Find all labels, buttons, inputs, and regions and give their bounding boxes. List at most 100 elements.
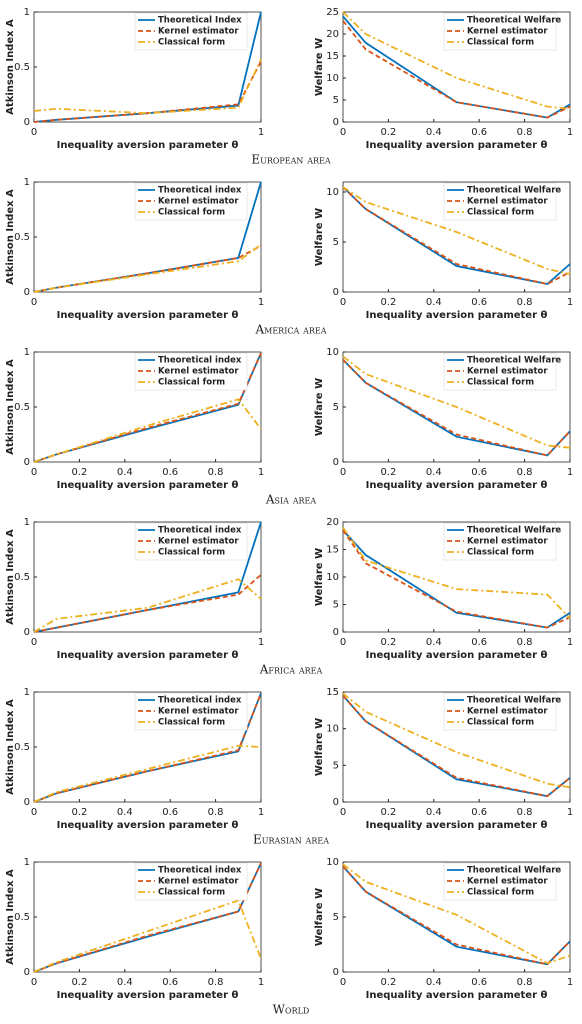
axes-box (342, 181, 571, 293)
x-tick-label: 1 (567, 297, 573, 308)
y-tick-label: 1 (24, 7, 30, 18)
legend-label: Classical form (158, 38, 225, 48)
y-tick-label: 0 (333, 117, 339, 128)
y-tick-label: 1 (24, 517, 30, 528)
legend-label: Kernel estimator (158, 197, 239, 207)
x-tick-label: 0.2 (380, 977, 396, 988)
x-tick-label: 0.2 (380, 637, 396, 648)
series-line (342, 526, 571, 619)
x-tick-label: 0 (31, 127, 37, 138)
y-axis-label: Welfare W (314, 718, 325, 776)
y-tick-label: 5 (333, 237, 339, 248)
x-tick-label: 0.6 (162, 977, 178, 988)
x-axis-label: Inequality aversion parameter θ (366, 820, 548, 831)
x-tick-label: 0 (31, 977, 37, 988)
x-tick-label: 0.4 (426, 297, 442, 308)
y-axis-label: Atkinson Index A (5, 189, 16, 285)
y-tick-label: 0 (333, 627, 339, 638)
x-tick-label: 0 (340, 297, 346, 308)
legend-label: Theoretical index (158, 356, 242, 366)
x-tick-label: 1 (258, 127, 264, 138)
series-line (33, 744, 262, 803)
legend-label: Theoretical index (158, 186, 242, 196)
x-tick-label: 0.2 (71, 807, 87, 818)
x-tick-label: 0.8 (208, 807, 224, 818)
x-axis-label: Inequality aversion parameter θ (366, 650, 548, 661)
series-line (33, 578, 262, 633)
y-tick-label: 0 (333, 967, 339, 978)
y-axis-label: Atkinson Index A (5, 529, 16, 625)
y-tick-label: 0.5 (14, 402, 30, 413)
x-tick-label: 0.4 (117, 807, 133, 818)
x-axis-label: Inequality aversion parameter θ (57, 480, 239, 491)
legend-label: Theoretical Welfare (467, 356, 561, 366)
x-tick-label: 0 (31, 637, 37, 648)
legend-label: Classical form (158, 548, 225, 558)
panel-caption: America area (254, 323, 326, 337)
x-tick-label: 0.8 (517, 297, 533, 308)
series-line (342, 863, 571, 965)
x-tick-label: 0.4 (117, 467, 133, 478)
x-tick-label: 1 (567, 127, 573, 138)
y-tick-label: 0 (333, 457, 339, 468)
x-axis-label: Inequality aversion parameter θ (366, 480, 548, 491)
panel-caption: European area (251, 153, 331, 167)
y-tick-label: 0 (24, 287, 30, 298)
series-line (33, 243, 262, 293)
x-tick-label: 0.6 (162, 467, 178, 478)
series-line (342, 359, 571, 457)
legend-label: Kernel estimator (467, 877, 548, 887)
x-tick-label: 0 (31, 297, 37, 308)
x-axis-label: Inequality aversion parameter θ (57, 650, 239, 661)
legend-label: Theoretical Welfare (467, 866, 561, 876)
series-line (342, 692, 571, 789)
legend-label: Theoretical Welfare (467, 186, 561, 196)
x-tick-label: 0.8 (517, 127, 533, 138)
x-tick-label: 1 (258, 297, 264, 308)
panel-caption: Asia area (265, 493, 317, 507)
y-tick-label: 0.5 (14, 572, 30, 583)
legend-label: Theoretical Index (158, 16, 242, 26)
x-axis-label: Inequality aversion parameter θ (57, 310, 239, 321)
x-tick-label: 1 (567, 637, 573, 648)
y-tick-label: 0.5 (14, 62, 30, 73)
x-tick-label: 0.6 (471, 807, 487, 818)
x-tick-label: 0.4 (426, 977, 442, 988)
x-tick-label: 0.8 (208, 467, 224, 478)
series-line (342, 865, 571, 966)
x-tick-label: 1 (258, 467, 264, 478)
y-tick-label: 10 (326, 347, 339, 358)
legend-label: Classical form (467, 208, 534, 218)
x-tick-label: 0 (31, 467, 37, 478)
y-tick-label: 5 (333, 912, 339, 923)
x-tick-label: 0 (340, 127, 346, 138)
x-axis-label: Inequality aversion parameter θ (366, 140, 548, 151)
x-tick-label: 0.6 (471, 637, 487, 648)
x-tick-label: 0.8 (517, 977, 533, 988)
legend-label: Theoretical index (158, 696, 242, 706)
y-tick-label: 0.5 (14, 912, 30, 923)
y-axis-label: Atkinson Index A (5, 359, 16, 455)
y-tick-label: 0 (24, 457, 30, 468)
y-tick-label: 1 (24, 347, 30, 358)
y-tick-label: 10 (326, 724, 339, 735)
series-line (33, 61, 262, 123)
legend-label: Theoretical Welfare (467, 526, 561, 536)
y-tick-label: 0.5 (14, 742, 30, 753)
x-tick-label: 0.6 (471, 467, 487, 478)
y-tick-label: 5 (333, 402, 339, 413)
x-tick-label: 0 (31, 807, 37, 818)
x-axis-label: Inequality aversion parameter θ (57, 140, 239, 151)
x-tick-label: 0.4 (426, 807, 442, 818)
y-tick-label: 10 (326, 73, 339, 84)
x-tick-label: 0.6 (471, 127, 487, 138)
legend-label: Theoretical Welfare (467, 696, 561, 706)
series-line (33, 899, 262, 973)
y-tick-label: 0.5 (14, 232, 30, 243)
x-tick-label: 1 (567, 807, 573, 818)
y-tick-label: 10 (326, 857, 339, 868)
y-axis-label: Welfare W (314, 888, 325, 946)
legend-label: Classical form (467, 718, 534, 728)
y-tick-label: 0 (333, 797, 339, 808)
